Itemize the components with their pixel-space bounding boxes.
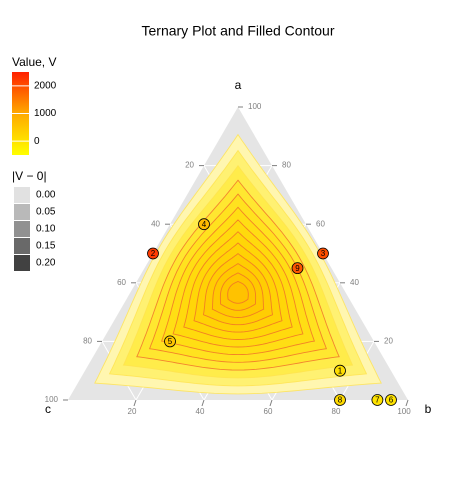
contour-band bbox=[211, 263, 265, 318]
point-label: 8 bbox=[338, 396, 343, 405]
data-point bbox=[164, 335, 176, 348]
tick-label: 20 bbox=[128, 407, 137, 416]
legend-label: 0.05 bbox=[36, 207, 56, 218]
tick-label: 100 bbox=[248, 102, 262, 111]
legend-label: 0.00 bbox=[36, 190, 56, 201]
legend-label: 2000 bbox=[34, 80, 57, 91]
legend-label: 0.10 bbox=[36, 224, 56, 235]
tick-label: 20 bbox=[185, 161, 194, 170]
legend-label: 0 bbox=[34, 136, 40, 147]
chart-title: Ternary Plot and Filled Contour bbox=[142, 23, 335, 39]
legend-label: 1000 bbox=[34, 108, 57, 119]
contour-band bbox=[136, 179, 340, 371]
contour-band bbox=[183, 231, 293, 340]
legend-title: Value, V bbox=[12, 55, 56, 69]
legend-key bbox=[14, 204, 30, 220]
tick-label: 60 bbox=[264, 407, 273, 416]
vertex-label: b bbox=[425, 402, 432, 416]
legend-key bbox=[14, 221, 30, 237]
point-label: 2 bbox=[151, 249, 156, 258]
tick-label: 60 bbox=[117, 278, 126, 287]
contour-band bbox=[219, 272, 257, 311]
tick-label: 20 bbox=[384, 337, 393, 346]
point-label: 5 bbox=[168, 337, 173, 346]
contour-band bbox=[203, 253, 273, 326]
tick-label: 100 bbox=[397, 407, 411, 416]
tick-label: 80 bbox=[83, 337, 92, 346]
tick-mark bbox=[269, 399, 273, 407]
tick-label: 80 bbox=[332, 407, 341, 416]
legend-title: |V − 0| bbox=[12, 169, 47, 183]
tick-mark bbox=[133, 399, 137, 407]
data-point bbox=[334, 364, 346, 377]
tick-label: 40 bbox=[350, 278, 359, 287]
point-label: 3 bbox=[321, 249, 326, 258]
data-point bbox=[291, 262, 304, 275]
tick-label: 60 bbox=[316, 219, 325, 228]
contour-band bbox=[160, 206, 316, 356]
point-label: 4 bbox=[202, 220, 207, 229]
contour-band bbox=[227, 281, 249, 304]
tick-label: 100 bbox=[45, 395, 59, 404]
legend-label: 0.15 bbox=[36, 241, 56, 252]
tick-label: 40 bbox=[151, 219, 160, 228]
vertex-label: a bbox=[235, 78, 242, 92]
vertex-label: c bbox=[45, 402, 51, 416]
data-point bbox=[371, 394, 384, 406]
legend-key bbox=[14, 255, 30, 271]
contour-band bbox=[108, 149, 368, 387]
data-point bbox=[147, 247, 159, 260]
point-label: 7 bbox=[375, 396, 380, 405]
point-label: 9 bbox=[295, 264, 300, 273]
tick-mark bbox=[405, 399, 409, 407]
legend-label: 0.20 bbox=[36, 258, 56, 269]
data-point bbox=[198, 218, 210, 231]
data-point bbox=[334, 394, 346, 406]
legend-key bbox=[14, 187, 30, 203]
tick-label: 80 bbox=[282, 161, 291, 170]
tick-mark bbox=[201, 399, 205, 407]
contour-band bbox=[193, 242, 283, 333]
contour-band bbox=[122, 164, 354, 379]
legend-key bbox=[14, 238, 30, 254]
data-point bbox=[385, 394, 397, 406]
point-label: 6 bbox=[389, 396, 394, 405]
tick-label: 40 bbox=[196, 407, 205, 416]
data-point bbox=[317, 247, 329, 260]
point-label: 1 bbox=[338, 366, 343, 375]
